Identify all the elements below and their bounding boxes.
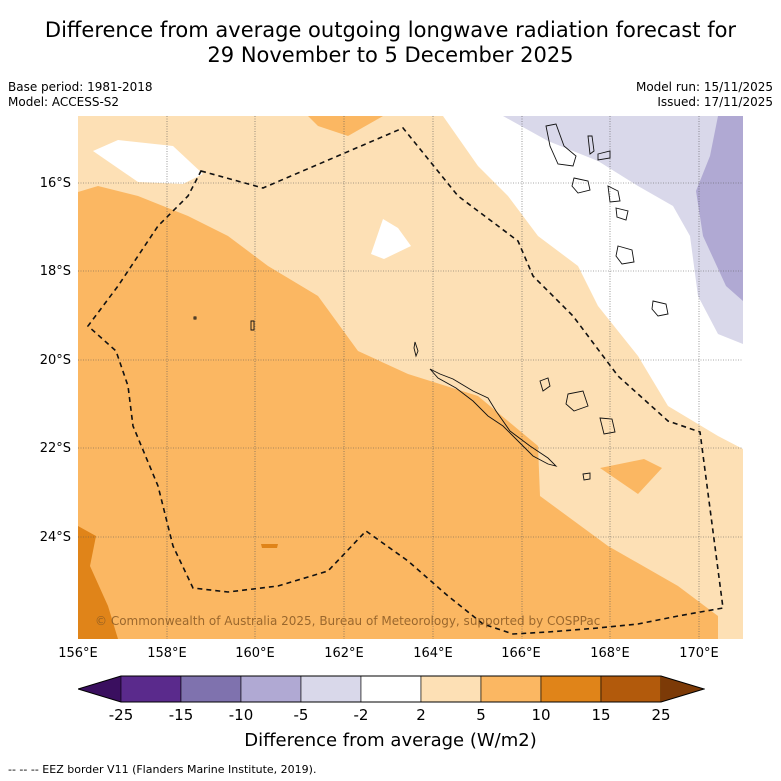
lon-label-164e: 164°E	[413, 646, 453, 661]
colorbar-bin	[300, 675, 362, 703]
anomaly-neutral-west-patch	[93, 140, 203, 184]
espiritu-santo-coast	[545, 123, 577, 167]
colorbar-tick: -10	[228, 706, 254, 724]
copyright-notice: © Commonwealth of Australia 2025, Bureau…	[95, 614, 601, 628]
base-period: Base period: 1981-2018	[8, 80, 153, 94]
lat-label-24s: 24°S	[39, 530, 71, 545]
colorbar-tick: 15	[591, 706, 611, 724]
colorbar-extend-high	[661, 676, 704, 702]
colorbar-bin	[120, 675, 182, 703]
lat-label-18s: 18°S	[39, 264, 71, 279]
lon-label-162e: 162°E	[324, 646, 364, 661]
issued-date: Issued: 17/11/2025	[657, 95, 773, 109]
colorbar-tick: 25	[651, 706, 671, 724]
isle-of-pines	[582, 472, 591, 481]
colorbar-bin	[180, 675, 242, 703]
anomaly-5-10-north-patch	[308, 116, 383, 136]
map-svg	[78, 116, 743, 639]
eez-legend: -- -- -- EEZ border V11 (Flanders Marine…	[8, 763, 317, 776]
anomaly-minus5-minus2-region	[503, 116, 743, 344]
anomaly-10-15-patch	[78, 526, 118, 639]
chesterfield-reef	[250, 320, 255, 331]
anomaly-minus10-minus5-region	[696, 116, 743, 301]
anomaly-neutral-central-patch	[371, 219, 411, 259]
ouvea-island	[539, 377, 551, 392]
meta-right: Model run: 15/11/2025 Issued: 17/11/2025	[636, 80, 773, 110]
colorbar-tick: -15	[168, 706, 194, 724]
colorbar-bin	[480, 675, 542, 703]
colorbar-extend-low	[78, 676, 121, 702]
malakula-island	[571, 177, 591, 194]
new-caledonia-coast	[429, 368, 558, 467]
colorbar-tick: -2	[353, 706, 369, 724]
graticule	[78, 116, 743, 639]
mare-island	[599, 417, 616, 435]
belep-island	[413, 341, 419, 358]
maewo-island	[587, 135, 595, 155]
colorbar-bin	[600, 675, 662, 703]
ambrym-island	[607, 185, 621, 203]
colorbar-tick: 10	[531, 706, 551, 724]
anomaly-10-15-small-patch	[261, 544, 278, 548]
lon-label-166e: 166°E	[501, 646, 541, 661]
lon-label-170e: 170°E	[679, 646, 719, 661]
tanna-island	[651, 300, 669, 317]
lon-label-158e: 158°E	[147, 646, 187, 661]
colorbar-tick: -5	[293, 706, 309, 724]
erromango-island	[615, 245, 635, 265]
lon-label-160e: 160°E	[235, 646, 275, 661]
lat-label-20s: 20°S	[39, 353, 71, 368]
lat-label-22s: 22°S	[39, 441, 71, 456]
colorbar-outline	[76, 675, 706, 703]
title-line-2: 29 November to 5 December 2025	[207, 43, 574, 67]
meta-left: Base period: 1981-2018 Model: ACCESS-S2	[8, 80, 153, 110]
colorbar-bin	[360, 675, 422, 703]
colorbar-tick: 5	[476, 706, 486, 724]
anomaly-5-10-east-patch	[600, 459, 662, 494]
lon-label-168e: 168°E	[590, 646, 630, 661]
colorbar-bin	[420, 675, 482, 703]
lifou-island	[565, 390, 589, 412]
pentecost-island	[597, 150, 611, 161]
map-area	[78, 116, 743, 639]
map-title: Difference from average outgoing longwav…	[0, 18, 781, 68]
colorbar	[76, 674, 706, 704]
colorbar-svg	[76, 675, 706, 703]
colorbar-bin	[240, 675, 302, 703]
lat-label-16s: 16°S	[39, 176, 71, 191]
lon-label-156e: 156°E	[58, 646, 98, 661]
eez-border	[86, 127, 724, 635]
model-name: Model: ACCESS-S2	[8, 95, 120, 109]
model-run: Model run: 15/11/2025	[635, 80, 773, 94]
colorbar-tick: -25	[108, 706, 134, 724]
colorbar-title: Difference from average (W/m2)	[244, 730, 537, 751]
efate-island	[615, 207, 629, 221]
colorbar-tick: 2	[416, 706, 426, 724]
title-line-1: Difference from average outgoing longwav…	[44, 18, 737, 42]
chesterfield-islet	[193, 316, 197, 320]
coastlines	[193, 123, 669, 481]
colorbar-bin	[540, 675, 602, 703]
